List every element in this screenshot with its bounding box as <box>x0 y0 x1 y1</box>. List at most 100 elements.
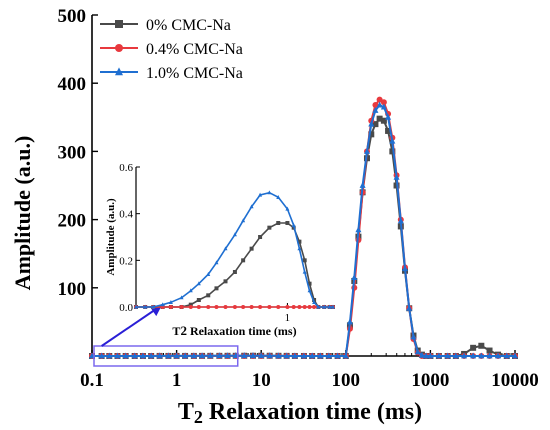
inset-series-2 <box>134 190 335 309</box>
data-point <box>452 352 459 359</box>
inset-y-axis-label: Amplitude (a.u.) <box>105 198 117 276</box>
data-point <box>258 235 263 239</box>
data-point <box>342 352 349 359</box>
y-tick-label: 400 <box>58 74 87 95</box>
y-tick-label: 300 <box>58 142 87 163</box>
inset-y-tick-label: 0.2 <box>119 255 133 267</box>
data-point <box>196 298 201 302</box>
data-point <box>316 304 321 309</box>
data-point <box>249 305 254 309</box>
data-point <box>285 221 290 225</box>
data-point <box>385 127 392 134</box>
x-tick-label: 100 <box>332 370 361 391</box>
data-point <box>418 351 425 358</box>
data-point <box>250 352 257 359</box>
series-line <box>92 103 515 357</box>
x-tick-label: 1000 <box>411 370 449 391</box>
data-point <box>406 304 413 311</box>
data-point <box>359 181 366 188</box>
data-point <box>241 218 246 223</box>
data-point <box>414 348 421 355</box>
data-point <box>196 305 201 309</box>
data-point <box>276 221 281 225</box>
data-point <box>196 281 201 286</box>
data-point <box>302 305 307 309</box>
data-point <box>363 147 370 154</box>
series-1 <box>89 96 518 359</box>
data-point <box>232 305 237 309</box>
data-point <box>372 106 379 113</box>
data-point <box>297 246 302 251</box>
data-point <box>206 305 211 309</box>
data-point <box>148 352 155 359</box>
data-point <box>223 246 228 251</box>
data-point <box>106 352 113 359</box>
data-point <box>307 288 312 293</box>
data-point <box>317 352 324 359</box>
y-tick-label: 500 <box>58 6 87 27</box>
data-point <box>173 352 180 359</box>
data-point <box>285 206 290 211</box>
zoom-region-box <box>93 345 239 367</box>
data-point <box>327 304 332 309</box>
data-point <box>232 270 237 274</box>
series-line <box>92 98 515 357</box>
data-point <box>165 352 172 359</box>
x-axis-label: T2 Relaxation time (ms) <box>178 399 422 427</box>
data-point <box>267 225 272 230</box>
data-point <box>427 352 434 359</box>
data-point <box>267 305 272 309</box>
legend-label: 0.4% CMC-Na <box>146 41 243 58</box>
data-point <box>206 293 211 298</box>
data-point <box>214 260 219 265</box>
legend-item-0: 0% CMC-Na <box>100 17 231 34</box>
data-point <box>179 295 184 300</box>
data-point <box>131 352 138 359</box>
data-point <box>241 258 246 263</box>
data-point <box>223 305 228 309</box>
data-point <box>389 148 396 155</box>
data-point <box>258 192 263 197</box>
data-point <box>206 271 211 276</box>
data-point <box>312 305 317 309</box>
data-point <box>331 304 335 309</box>
main-series-group <box>89 96 518 359</box>
data-point <box>302 258 307 263</box>
data-point <box>258 352 265 359</box>
data-point <box>214 286 219 291</box>
inset-series-line <box>136 191 333 308</box>
data-point <box>122 352 129 359</box>
data-point <box>376 96 383 103</box>
data-point <box>380 117 387 124</box>
data-point <box>275 352 282 359</box>
data-point <box>307 305 312 309</box>
data-point <box>151 304 156 309</box>
main-axes: 100 200 300 400 500 0.1 1 10 100 1000 10000 <box>58 6 539 391</box>
inset-axes: 0.0 0.2 0.4 0.6 1 Amplitude (a.u.) T2 Relaxati… <box>105 162 333 338</box>
data-point <box>376 115 383 122</box>
data-point <box>470 352 477 359</box>
data-point <box>372 121 379 128</box>
data-point <box>291 305 296 309</box>
data-point <box>188 288 193 293</box>
data-point <box>285 305 290 309</box>
y-tick-label: 200 <box>58 211 87 232</box>
data-point <box>461 352 468 359</box>
inset-x-axis-label: T2 Relaxation time (ms) <box>172 323 296 338</box>
arrow-shaft <box>101 304 163 347</box>
data-point <box>182 352 189 359</box>
data-point <box>385 113 392 120</box>
data-point <box>486 352 493 359</box>
data-point <box>393 173 400 180</box>
x-tick-label: 10 <box>252 370 271 391</box>
data-point <box>188 302 193 307</box>
data-point <box>503 352 510 359</box>
data-point <box>307 281 312 286</box>
x-tick-label: 1 <box>172 370 182 391</box>
data-point <box>291 352 298 359</box>
y-tick-label: 100 <box>58 279 87 300</box>
data-point <box>410 333 417 340</box>
data-point <box>435 352 442 359</box>
data-point <box>368 131 375 138</box>
